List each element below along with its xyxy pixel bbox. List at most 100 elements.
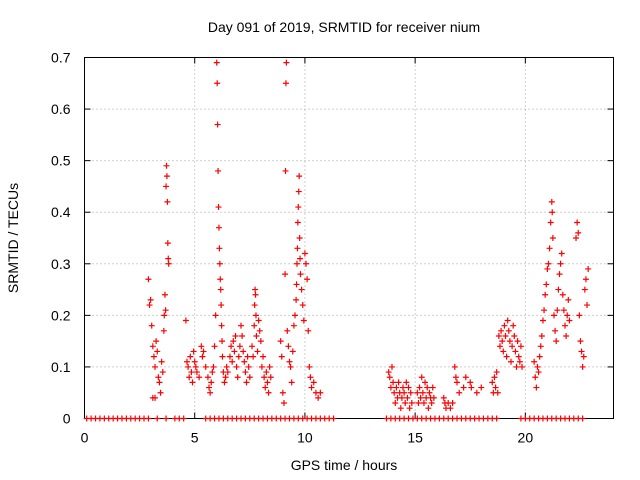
- data-point: [546, 245, 553, 252]
- data-point: [221, 379, 228, 386]
- data-point: [301, 250, 308, 257]
- x-tick-label: 5: [191, 430, 199, 446]
- data-point: [565, 296, 572, 303]
- data-point: [533, 384, 540, 391]
- data-point: [295, 188, 302, 195]
- data-point: [456, 389, 463, 396]
- data-point: [556, 271, 563, 278]
- data-point: [191, 358, 198, 365]
- data-point: [211, 343, 218, 350]
- data-point: [391, 389, 398, 396]
- data-point: [516, 358, 523, 365]
- data-point: [283, 59, 290, 66]
- data-point: [538, 332, 545, 339]
- data-point: [267, 374, 274, 381]
- data-point: [293, 260, 300, 267]
- data-point: [285, 343, 292, 350]
- data-point: [510, 322, 517, 329]
- data-point: [429, 384, 436, 391]
- data-point: [504, 317, 511, 324]
- data-point: [185, 363, 192, 370]
- data-point: [252, 312, 259, 319]
- data-point: [249, 343, 256, 350]
- data-point: [208, 379, 215, 386]
- data-point: [330, 415, 337, 422]
- data-point: [467, 379, 474, 386]
- data-point: [240, 348, 247, 355]
- data-point: [190, 348, 197, 355]
- data-point: [531, 358, 538, 365]
- data-point: [226, 353, 233, 360]
- y-tick-label: 0.4: [51, 204, 71, 220]
- data-point: [502, 332, 509, 339]
- data-point: [310, 379, 317, 386]
- data-points: [83, 59, 592, 422]
- data-point: [307, 374, 314, 381]
- data-point: [425, 405, 432, 412]
- data-point: [235, 353, 242, 360]
- data-point: [192, 363, 199, 370]
- data-point: [244, 353, 251, 360]
- data-point: [514, 338, 521, 345]
- data-point: [217, 286, 224, 293]
- data-point: [262, 384, 269, 391]
- data-point: [149, 343, 156, 350]
- data-point: [188, 369, 195, 376]
- x-tick-label: 20: [518, 430, 534, 446]
- data-point: [145, 276, 152, 283]
- data-point: [182, 317, 189, 324]
- data-point: [478, 384, 485, 391]
- data-point: [217, 276, 224, 283]
- data-point: [193, 369, 200, 376]
- data-point: [189, 379, 196, 386]
- data-point: [387, 384, 394, 391]
- data-point: [250, 353, 257, 360]
- data-point: [280, 400, 287, 407]
- data-point: [317, 389, 324, 396]
- data-point: [183, 358, 190, 365]
- data-point: [228, 343, 235, 350]
- data-point: [415, 400, 422, 407]
- data-point: [494, 389, 501, 396]
- data-point: [499, 338, 506, 345]
- x-axis-label: GPS time / hours: [291, 457, 398, 473]
- data-point: [253, 332, 260, 339]
- data-point: [449, 400, 456, 407]
- data-point: [297, 255, 304, 262]
- data-point: [223, 363, 230, 370]
- data-point: [202, 363, 209, 370]
- data-point: [294, 219, 301, 226]
- data-point: [218, 302, 225, 309]
- data-point: [156, 379, 163, 386]
- data-point: [519, 363, 526, 370]
- data-point: [239, 332, 246, 339]
- data-point: [542, 291, 549, 298]
- data-point: [148, 322, 155, 329]
- data-point: [462, 374, 469, 381]
- data-point: [164, 198, 171, 205]
- data-point: [164, 240, 171, 247]
- data-point: [543, 281, 550, 288]
- data-point: [289, 348, 296, 355]
- data-point: [215, 224, 222, 231]
- data-point: [390, 379, 397, 386]
- data-point: [254, 348, 261, 355]
- data-point: [419, 389, 426, 396]
- data-point: [574, 219, 581, 226]
- y-tick-label: 0.3: [51, 256, 71, 272]
- data-point: [243, 379, 250, 386]
- data-point: [388, 363, 395, 370]
- data-point: [282, 271, 289, 278]
- data-point: [159, 369, 166, 376]
- data-point: [263, 369, 270, 376]
- data-point: [158, 358, 165, 365]
- data-point: [232, 332, 239, 339]
- data-point: [236, 343, 243, 350]
- data-point: [224, 369, 231, 376]
- data-point: [517, 343, 524, 350]
- data-point: [150, 353, 157, 360]
- data-point: [489, 379, 496, 386]
- data-point: [573, 235, 580, 241]
- data-point: [426, 389, 433, 396]
- data-point: [278, 353, 285, 360]
